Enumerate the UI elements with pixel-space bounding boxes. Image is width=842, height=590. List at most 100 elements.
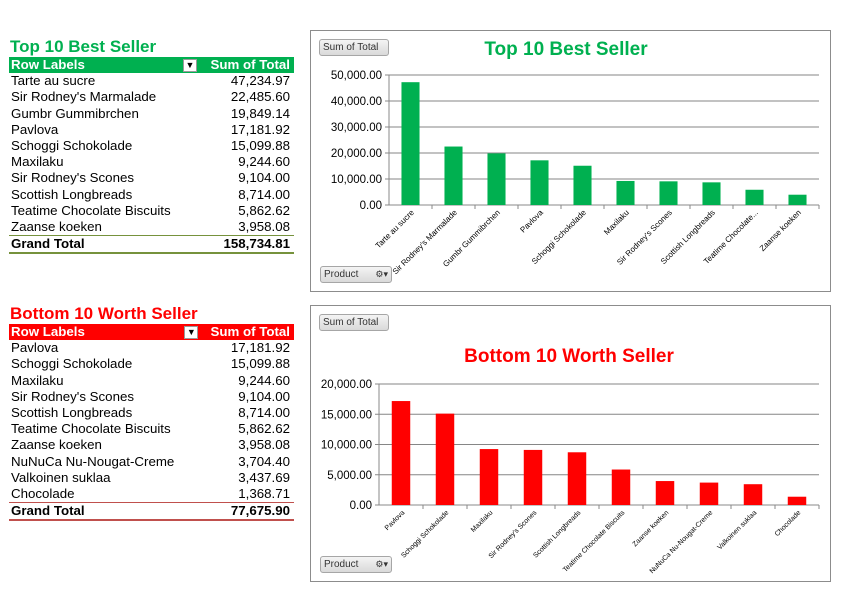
product-field-button[interactable]: Product ⚙▾: [320, 266, 392, 283]
x-tick-label: Maxilaku: [602, 208, 631, 237]
sum-of-total-header[interactable]: ▼ Sum of Total: [182, 57, 294, 73]
bar[interactable]: [530, 160, 549, 205]
table-row[interactable]: Maxilaku 9,244.60: [9, 154, 294, 170]
table-row[interactable]: Tarte au sucre 47,234.97: [9, 73, 294, 89]
row-label: Pavlova: [11, 121, 59, 137]
x-tick-label: Zaanse koeken: [632, 509, 671, 548]
bar[interactable]: [702, 182, 721, 205]
table-row[interactable]: Sir Rodney's Marmalade 22,485.60: [9, 89, 294, 105]
bar[interactable]: [743, 484, 763, 505]
top-table-title: Top 10 Best Seller: [10, 37, 157, 56]
row-labels-header[interactable]: Row Labels: [11, 324, 85, 339]
chart-title: Top 10 Best Seller: [484, 39, 648, 60]
bar[interactable]: [745, 189, 764, 205]
bar[interactable]: [487, 153, 506, 205]
table-row[interactable]: Teatime Chocolate Biscuits 5,862.62: [9, 203, 294, 219]
sum-of-total-field-button[interactable]: Sum of Total: [319, 39, 389, 56]
filter-icon[interactable]: ▼: [184, 326, 199, 339]
pivot-header-row: Row Labels ▼ Sum of Total: [9, 324, 294, 341]
bottom-pivot-table[interactable]: Row Labels ▼ Sum of Total Pavlova 17,181.92 S…: [9, 324, 294, 522]
y-tick-label: 5,000.00: [327, 470, 372, 482]
row-value: 15,099.88: [230, 356, 290, 372]
row-label: NuNuCa Nu-Nougat-Creme: [11, 453, 175, 469]
row-value: 3,704.40: [238, 453, 290, 469]
grand-total-label: Grand Total: [9, 502, 199, 522]
y-tick-label: 0.00: [350, 500, 372, 512]
sum-of-total-header[interactable]: ▼ Sum of Total: [184, 324, 294, 340]
bar[interactable]: [659, 181, 678, 205]
y-tick-label: 10,000.00: [321, 440, 372, 452]
table-row[interactable]: Sir Rodney's Scones 9,104.00: [9, 389, 294, 405]
bar[interactable]: [655, 481, 675, 505]
bar[interactable]: [611, 469, 631, 505]
product-field-button[interactable]: Product ⚙▾: [320, 556, 392, 573]
row-label: Sir Rodney's Scones: [11, 170, 135, 186]
bar[interactable]: [435, 413, 455, 505]
row-value: 3,437.69: [238, 469, 290, 485]
bar[interactable]: [401, 82, 420, 205]
sum-of-total-field-button[interactable]: Sum of Total: [319, 314, 389, 331]
bar[interactable]: [573, 165, 592, 205]
bar[interactable]: [444, 146, 463, 205]
bar[interactable]: [787, 496, 807, 505]
row-label: Scottish Longbreads: [11, 186, 133, 202]
pivot-header-row: Row Labels ▼ Sum of Total: [9, 57, 294, 74]
table-row[interactable]: Zaanse koeken 3,958.08: [9, 437, 294, 453]
table-row[interactable]: Gumbr Gummibrchen 19,849.14: [9, 106, 294, 122]
table-row[interactable]: Teatime Chocolate Biscuits 5,862.62: [9, 421, 294, 437]
bar[interactable]: [391, 401, 411, 505]
table-row[interactable]: Pavlova 17,181.92: [9, 340, 294, 356]
row-label: Teatime Chocolate Biscuits: [11, 202, 171, 218]
table-row[interactable]: Scottish Longbreads 8,714.00: [9, 187, 294, 203]
row-label: Maxilaku: [11, 154, 64, 170]
top-chart-svg: Top 10 Best Seller 0.00 10,000.00 20,000.00…: [331, 39, 820, 276]
top-chart[interactable]: Top 10 Best Seller 0.00 10,000.00 20,000.00…: [310, 30, 831, 292]
bar[interactable]: [616, 180, 635, 205]
table-row[interactable]: Zaanse koeken 3,958.08: [9, 219, 294, 236]
y-tick-label: 40,000.00: [331, 96, 382, 108]
bottom-chart-svg: Bottom 10 Worth Seller 0.00 5,000.00 10,000…: [321, 346, 820, 575]
row-label: Zaanse koeken: [11, 219, 102, 235]
bar[interactable]: [699, 482, 719, 505]
bottom-chart[interactable]: Bottom 10 Worth Seller 0.00 5,000.00 10,000…: [310, 305, 831, 582]
table-row[interactable]: Valkoinen suklaa 3,437.69: [9, 470, 294, 486]
row-value: 9,244.60: [238, 372, 290, 388]
filter-icon[interactable]: ▼: [182, 59, 197, 72]
chart-title: Bottom 10 Worth Seller: [464, 346, 674, 367]
bar[interactable]: [479, 449, 499, 505]
x-tick-label: Maxilaku: [470, 509, 495, 534]
table-row[interactable]: Maxilaku 9,244.60: [9, 373, 294, 389]
row-label: Schoggi Schokolade: [11, 138, 133, 154]
filter-dropdown-icon[interactable]: ⚙▾: [375, 269, 388, 279]
row-value: 22,485.60: [230, 89, 290, 105]
row-labels-header[interactable]: Row Labels: [11, 57, 85, 72]
row-value: 17,181.92: [230, 121, 290, 137]
x-tick-label: Pavlova: [384, 509, 407, 532]
y-tick-label: 15,000.00: [321, 409, 372, 421]
sum-of-total-label: Sum of Total: [210, 57, 290, 72]
table-row[interactable]: Chocolade 1,368.71: [9, 486, 294, 503]
x-tick-label: Pavlova: [518, 208, 545, 235]
row-label: Gumbr Gummibrchen: [11, 105, 139, 121]
table-row[interactable]: Sir Rodney's Scones 9,104.00: [9, 170, 294, 186]
table-row[interactable]: Schoggi Schokolade 15,099.88: [9, 356, 294, 372]
bar[interactable]: [567, 452, 587, 505]
table-row[interactable]: Pavlova 17,181.92: [9, 122, 294, 138]
top-pivot-table[interactable]: Row Labels ▼ Sum of Total Tarte au sucre 47,…: [9, 57, 294, 255]
filter-dropdown-icon[interactable]: ⚙▾: [375, 559, 388, 569]
row-value: 15,099.88: [230, 138, 290, 154]
row-value: 1,368.71: [238, 486, 290, 502]
table-row[interactable]: NuNuCa Nu-Nougat-Creme 3,704.40: [9, 454, 294, 470]
row-value: 3,958.08: [238, 219, 290, 235]
grand-total-value: 77,675.90: [198, 502, 294, 522]
grand-total-row: Grand Total 158,734.81: [9, 235, 294, 255]
table-row[interactable]: Schoggi Schokolade 15,099.88: [9, 138, 294, 154]
grand-total-row: Grand Total 77,675.90: [9, 502, 294, 522]
row-label: Sir Rodney's Marmalade: [11, 89, 157, 105]
x-tick-label: Zaanse koeken: [758, 208, 803, 253]
bottom-table-title: Bottom 10 Worth Seller: [10, 304, 198, 323]
table-row[interactable]: Scottish Longbreads 8,714.00: [9, 405, 294, 421]
bar[interactable]: [523, 449, 543, 505]
bar[interactable]: [788, 194, 807, 205]
x-tick-label: Schoggi Schokolade: [400, 509, 450, 559]
